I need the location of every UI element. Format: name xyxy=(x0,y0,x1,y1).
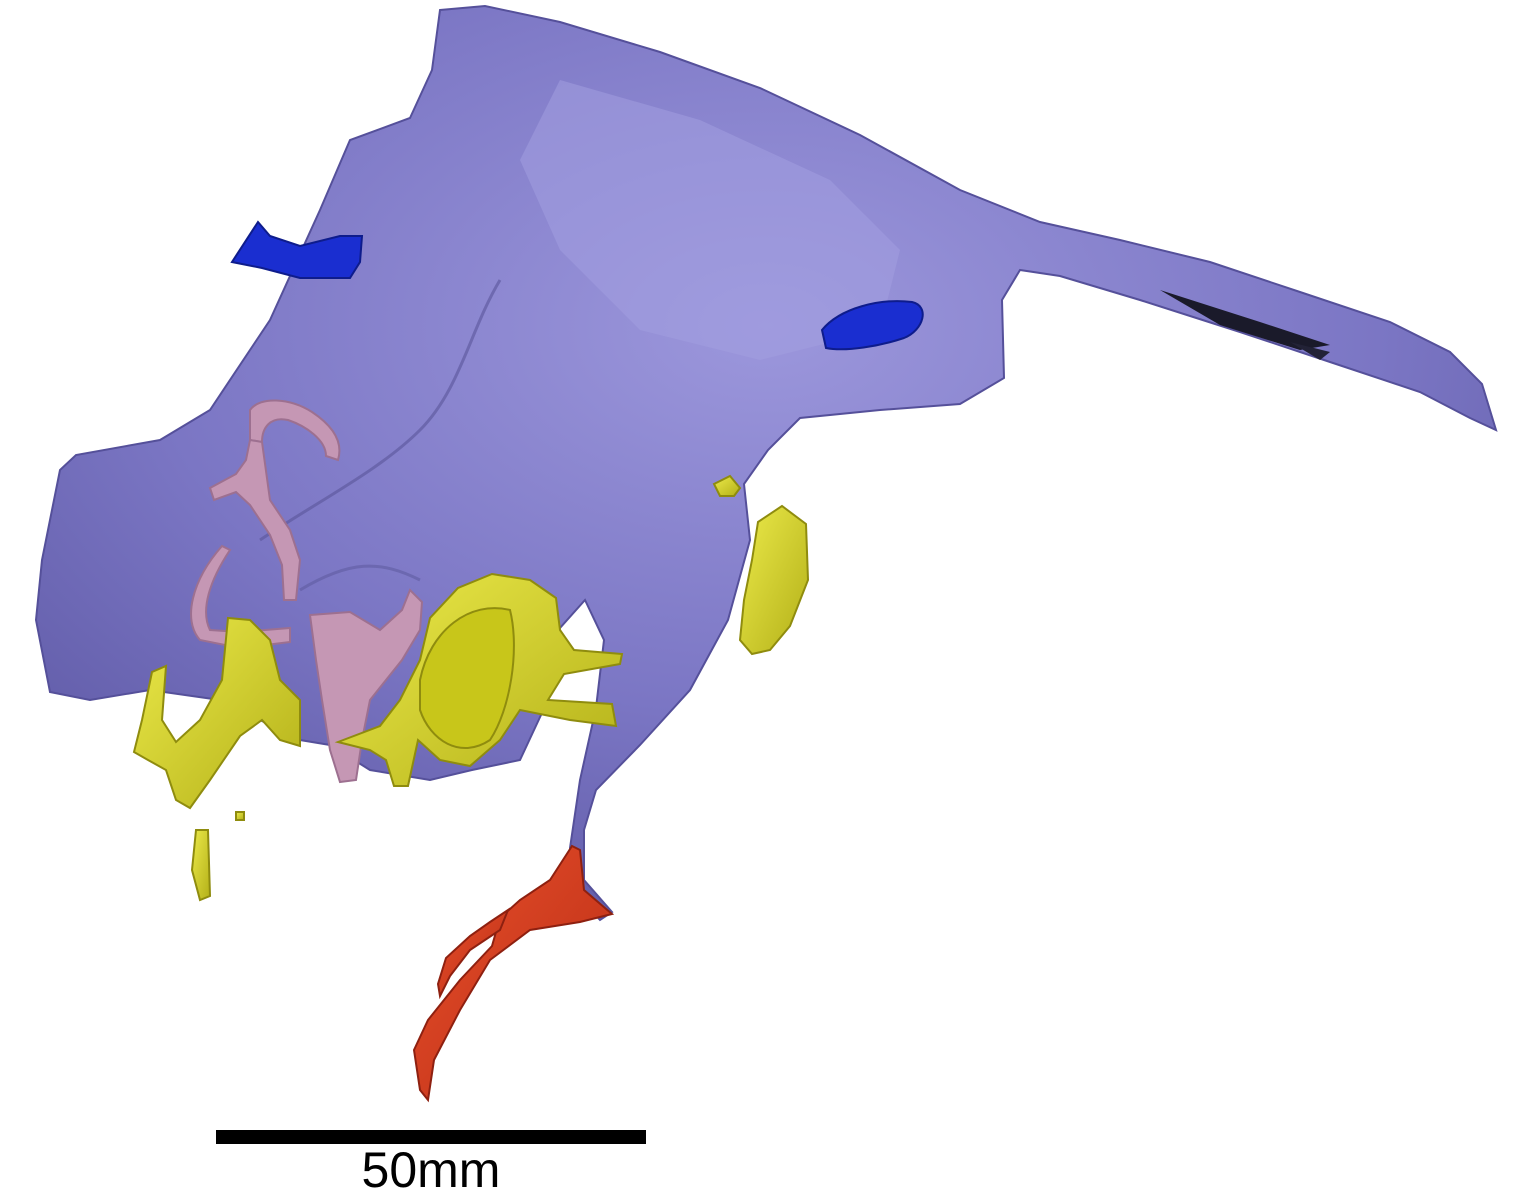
pink-branch xyxy=(208,438,302,601)
blue-markers xyxy=(230,220,924,351)
scale-bar-label: 50mm xyxy=(361,1142,501,1198)
blue-marker-left xyxy=(230,220,364,279)
red-hook-process xyxy=(412,844,615,1103)
yellow-right-chip xyxy=(712,474,742,497)
yellow-ossicles xyxy=(132,474,810,902)
pink-canal-structure xyxy=(190,399,424,784)
yellow-fragment-1 xyxy=(190,829,212,902)
yellow-incus-left xyxy=(132,616,301,810)
main-bone-mass xyxy=(34,4,1498,922)
red-hook-branch xyxy=(436,907,511,1000)
bone-ridge-2 xyxy=(299,564,421,592)
yellow-plate xyxy=(419,607,515,750)
bone-shadow-right xyxy=(1160,290,1330,350)
yellow-fragment-2 xyxy=(235,811,245,821)
pink-loop-upper xyxy=(249,399,341,462)
bone-shadow-tip xyxy=(1290,342,1330,360)
pink-cochlea xyxy=(308,588,424,784)
blue-marker-right xyxy=(820,300,924,351)
yellow-right-block xyxy=(738,504,810,656)
bone-ridge xyxy=(259,279,502,542)
bone-body xyxy=(34,4,1498,922)
scale-bar xyxy=(216,1130,646,1144)
bone-highlight xyxy=(520,80,900,360)
pink-arc-lower xyxy=(190,544,291,650)
